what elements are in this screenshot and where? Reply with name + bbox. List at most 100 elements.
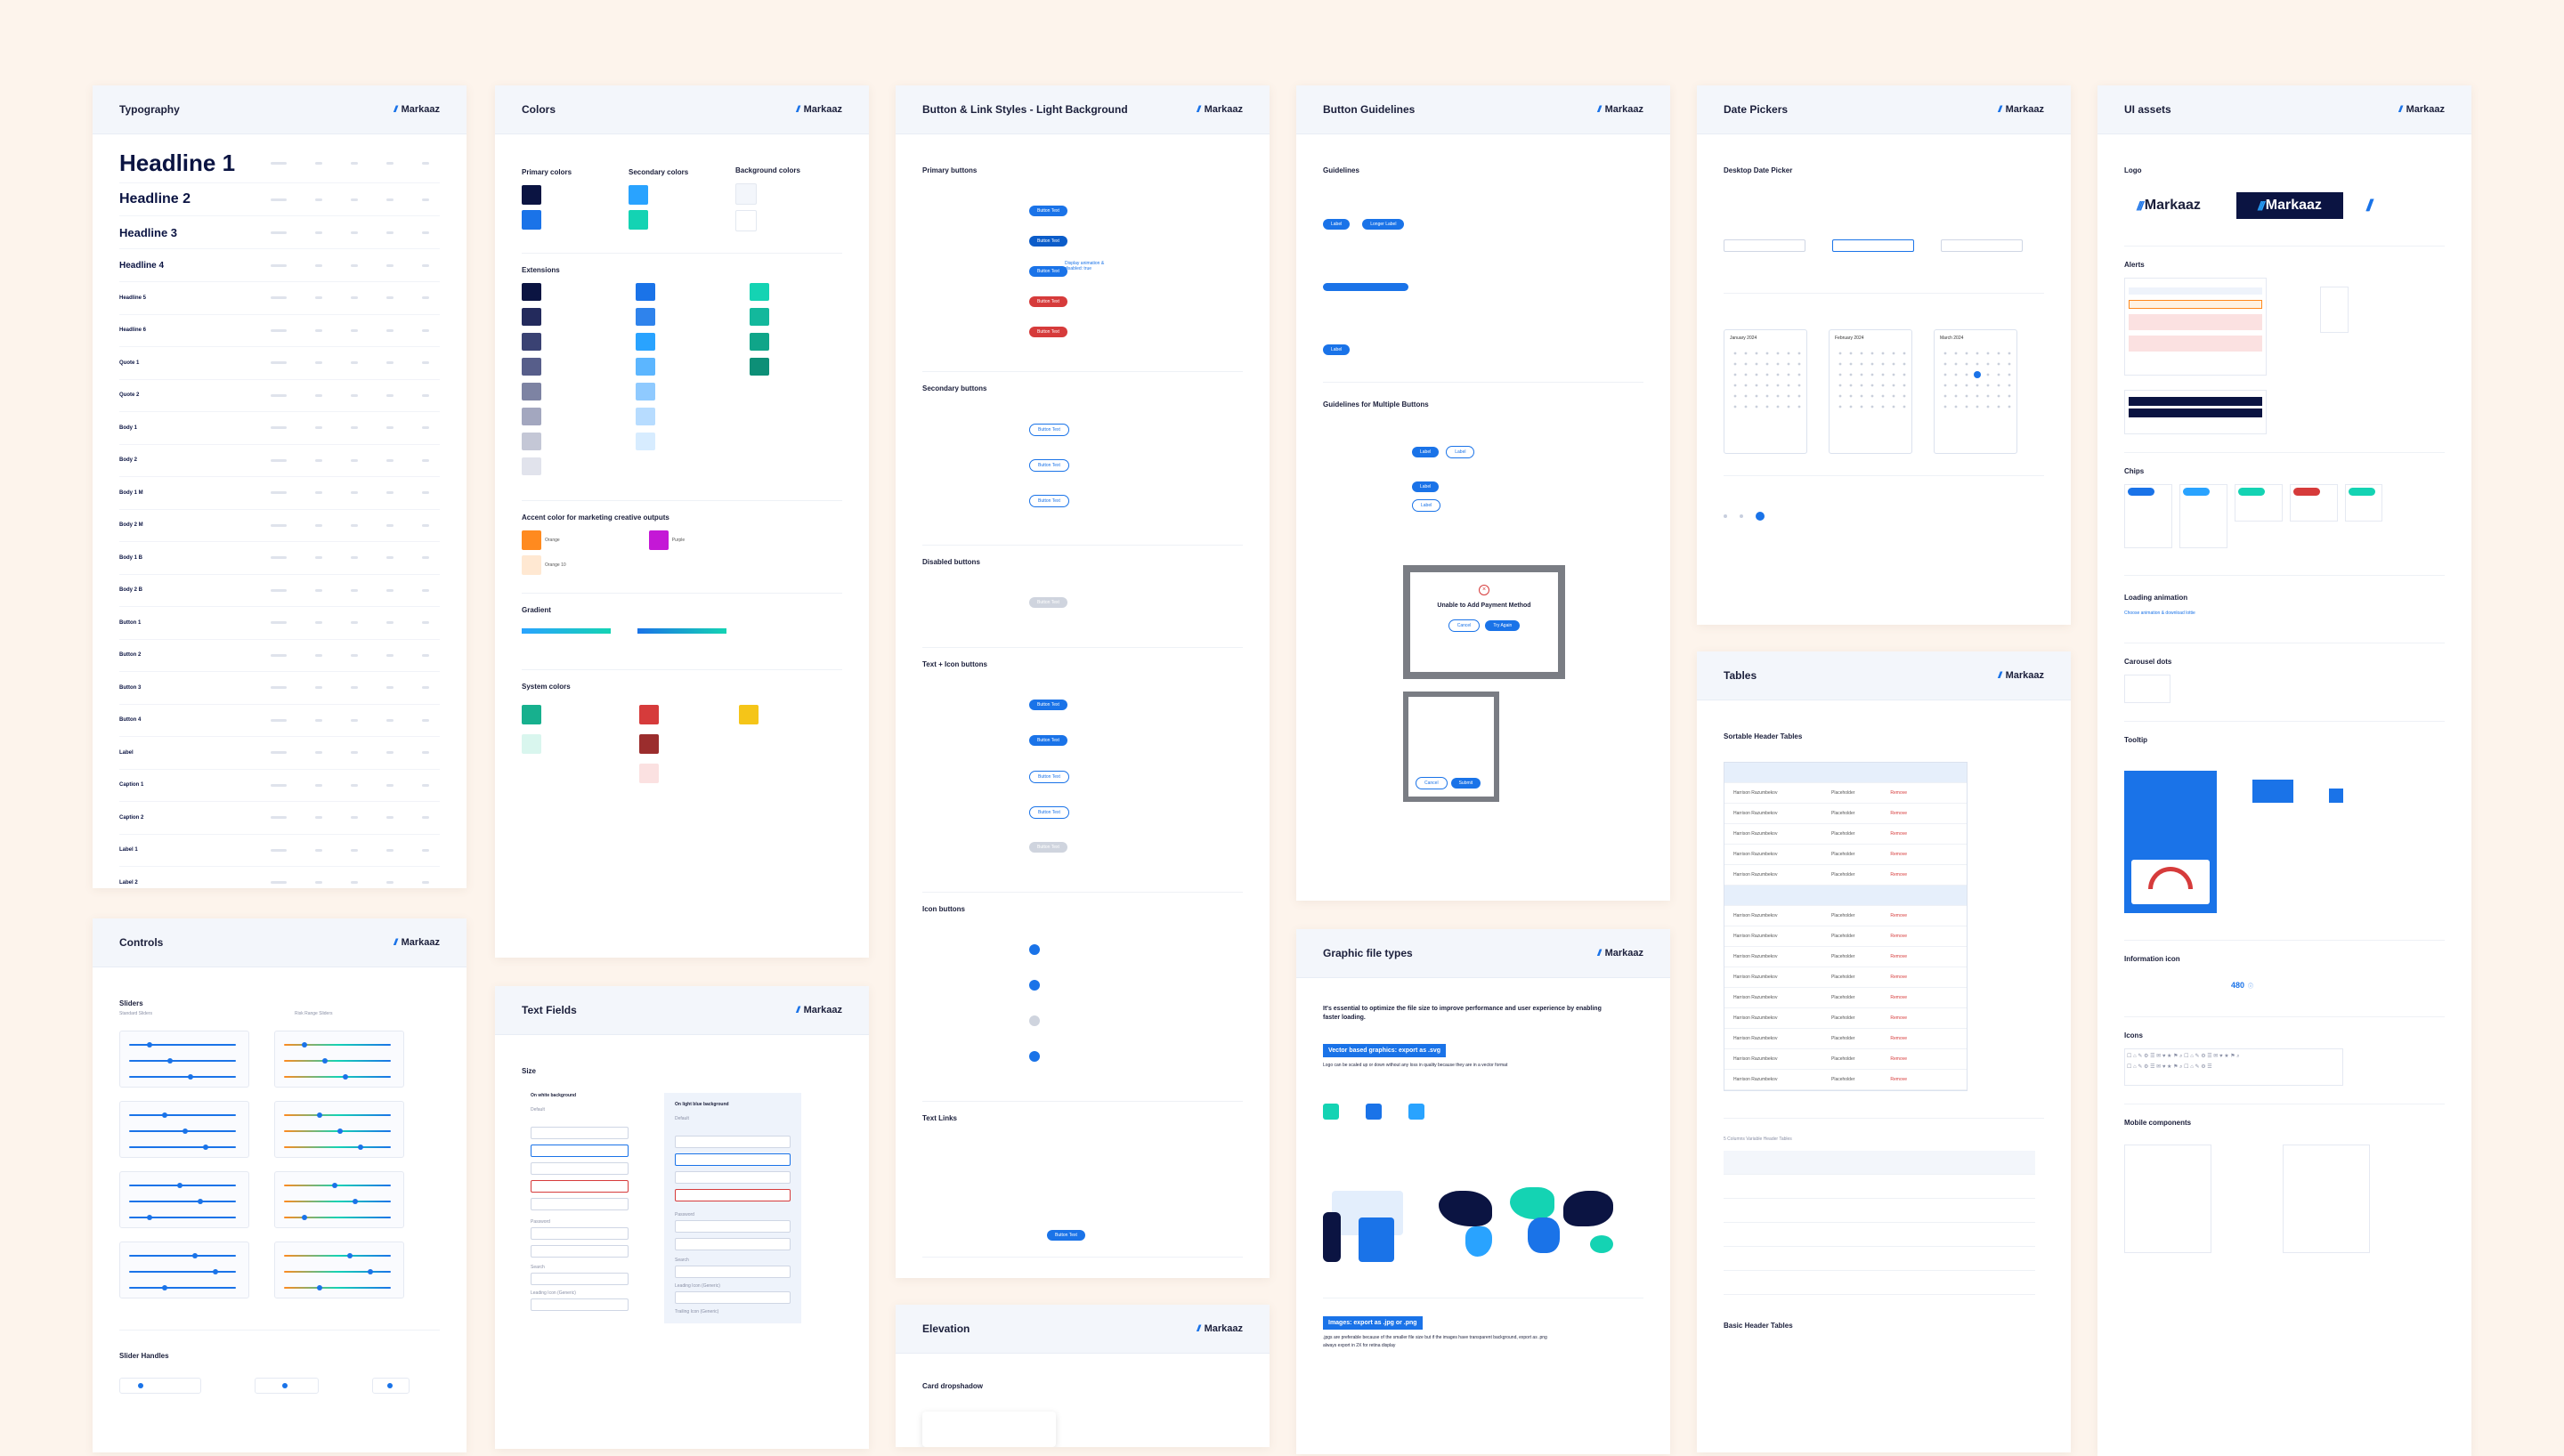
- slider-track[interactable]: [284, 1146, 391, 1148]
- slider-track[interactable]: [129, 1255, 236, 1257]
- slider-track[interactable]: [129, 1060, 236, 1062]
- calendar-day[interactable]: [1997, 384, 2000, 387]
- table-row[interactable]: Harrison Razumbekov Placeholder Remove: [1724, 1049, 1967, 1070]
- calendar-day[interactable]: [1965, 362, 1968, 366]
- table-row[interactable]: Harrison Razumbekov Placeholder Remove: [1724, 804, 1967, 824]
- slider-track[interactable]: [129, 1201, 236, 1202]
- table-row[interactable]: Harrison Razumbekov Placeholder Remove: [1724, 865, 1967, 886]
- table-remove-link[interactable]: Remove: [1890, 790, 1908, 796]
- submit-button[interactable]: Submit: [1450, 778, 1481, 789]
- slider-knob[interactable]: [188, 1074, 193, 1080]
- slider-knob[interactable]: [203, 1145, 208, 1150]
- slider-sample[interactable]: [274, 1242, 404, 1298]
- table-remove-link[interactable]: Remove: [1890, 913, 1908, 918]
- table-row[interactable]: [1724, 1223, 2035, 1247]
- slider-sample[interactable]: [119, 1031, 249, 1088]
- search-input[interactable]: [675, 1266, 791, 1278]
- slider-sample[interactable]: [119, 1242, 249, 1298]
- slider-track[interactable]: [129, 1217, 236, 1218]
- slider-track[interactable]: [129, 1185, 236, 1186]
- calendar-day[interactable]: [1986, 405, 1990, 408]
- chip[interactable]: [2183, 488, 2210, 496]
- active-dot[interactable]: [1756, 512, 1765, 521]
- calendar-day[interactable]: [1733, 352, 1737, 355]
- primary-button[interactable]: Button Text: [1029, 266, 1067, 277]
- password-input[interactable]: [531, 1227, 629, 1240]
- slider-track[interactable]: [129, 1114, 236, 1116]
- primary-button[interactable]: Button Text: [1029, 842, 1067, 853]
- calendar-day[interactable]: [2008, 352, 2011, 355]
- calendar-day[interactable]: [1776, 394, 1780, 398]
- slider-handle-sample[interactable]: [372, 1378, 410, 1394]
- calendar-day[interactable]: [1965, 352, 1968, 355]
- secondary-button[interactable]: Button Text: [1029, 806, 1069, 819]
- table-row[interactable]: Harrison Razumbekov Placeholder Remove: [1724, 1029, 1967, 1049]
- calendar-day[interactable]: [1870, 394, 1874, 398]
- calendar-day[interactable]: [1870, 352, 1874, 355]
- secondary-button[interactable]: Button Text: [1029, 459, 1069, 472]
- password-input[interactable]: [531, 1245, 629, 1258]
- calendar-day[interactable]: [1870, 384, 1874, 387]
- slider-knob[interactable]: [162, 1112, 167, 1118]
- slider-knob[interactable]: [343, 1074, 348, 1080]
- password-input[interactable]: [675, 1220, 791, 1233]
- calendar-day[interactable]: [1974, 371, 1981, 378]
- calendar-day[interactable]: [1965, 394, 1968, 398]
- slider-track[interactable]: [129, 1044, 236, 1046]
- slider-knob[interactable]: [167, 1058, 173, 1064]
- table-row[interactable]: Harrison Razumbekov Placeholder Remove: [1724, 1008, 1967, 1029]
- calendar-day[interactable]: [1892, 352, 1895, 355]
- calendar-day[interactable]: [1849, 373, 1853, 376]
- table-row[interactable]: Harrison Razumbekov Placeholder Remove: [1724, 1070, 1967, 1090]
- slider-track[interactable]: [129, 1146, 236, 1148]
- calendar-day[interactable]: [1849, 384, 1853, 387]
- calendar-day[interactable]: [1765, 373, 1769, 376]
- text-input-error[interactable]: [531, 1180, 629, 1193]
- table-remove-link[interactable]: Remove: [1890, 975, 1908, 980]
- calendar-day[interactable]: [1954, 352, 1958, 355]
- calendar-day[interactable]: [1797, 352, 1801, 355]
- label-button[interactable]: Label: [1412, 481, 1440, 492]
- text-input[interactable]: [675, 1171, 791, 1184]
- slider-knob[interactable]: [177, 1183, 183, 1188]
- slider-knob[interactable]: [198, 1199, 203, 1204]
- table-row[interactable]: Harrison Razumbekov Placeholder Remove: [1724, 783, 1967, 804]
- calendar-day[interactable]: [1755, 394, 1758, 398]
- calendar-day[interactable]: [1881, 405, 1885, 408]
- calendar-day[interactable]: [1892, 394, 1895, 398]
- calendar-day[interactable]: [1976, 384, 1979, 387]
- table-remove-link[interactable]: Remove: [1890, 1036, 1908, 1041]
- calendar-day[interactable]: [1838, 394, 1842, 398]
- icon-button[interactable]: [1029, 980, 1040, 991]
- calendar-day[interactable]: [1954, 362, 1958, 366]
- chip[interactable]: [2349, 488, 2375, 496]
- date-input-focused[interactable]: [1832, 239, 1914, 252]
- slider-knob[interactable]: [302, 1215, 307, 1220]
- leading-icon-input[interactable]: [675, 1291, 791, 1304]
- calendar-day[interactable]: [1965, 373, 1968, 376]
- chip[interactable]: [2238, 488, 2265, 496]
- calendar-day[interactable]: [1965, 405, 1968, 408]
- table-row[interactable]: [1724, 1199, 2035, 1223]
- calendar-day[interactable]: [1849, 362, 1853, 366]
- table-row[interactable]: Harrison Razumbekov Placeholder Remove: [1724, 906, 1967, 926]
- table-remove-link[interactable]: Remove: [1890, 1077, 1908, 1082]
- calendar-day[interactable]: [1797, 405, 1801, 408]
- date-input[interactable]: [1941, 239, 2023, 252]
- calendar-day[interactable]: [1797, 384, 1801, 387]
- primary-button[interactable]: Button Text: [1029, 700, 1067, 710]
- calendar-day[interactable]: [1903, 405, 1906, 408]
- calendar-day[interactable]: [1881, 352, 1885, 355]
- table-row[interactable]: [1724, 1271, 2035, 1295]
- password-input[interactable]: [675, 1238, 791, 1250]
- calendar-day[interactable]: [2008, 405, 2011, 408]
- text-input[interactable]: [531, 1198, 629, 1210]
- table-remove-link[interactable]: Remove: [1890, 995, 1908, 1000]
- table-row[interactable]: Harrison Razumbekov Placeholder Remove: [1724, 967, 1967, 988]
- slider-track[interactable]: [129, 1076, 236, 1078]
- calendar-day[interactable]: [1986, 352, 1990, 355]
- calendar-day[interactable]: [1903, 362, 1906, 366]
- slider-track[interactable]: [129, 1287, 236, 1289]
- calendar-day[interactable]: [1870, 373, 1874, 376]
- primary-button[interactable]: Button Text: [1029, 206, 1067, 216]
